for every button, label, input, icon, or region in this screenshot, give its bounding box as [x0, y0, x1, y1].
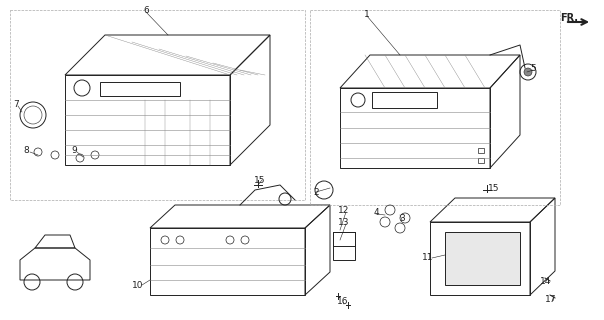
Bar [372, 92, 437, 108]
Text: 6: 6 [143, 5, 149, 14]
Text: 9: 9 [71, 146, 77, 155]
Text: 2: 2 [313, 188, 319, 196]
Bar [478, 158, 484, 163]
Text: 13: 13 [338, 218, 350, 227]
Text: 10: 10 [132, 281, 144, 290]
Text: 17: 17 [545, 295, 557, 305]
Bar [310, 10, 560, 205]
Text: 14: 14 [541, 277, 551, 286]
Polygon shape [445, 232, 520, 285]
Text: 5: 5 [530, 63, 536, 73]
Bar [100, 82, 180, 96]
Text: 8: 8 [23, 146, 29, 155]
Text: 7: 7 [13, 100, 19, 108]
Text: 1: 1 [364, 10, 370, 19]
Text: 15: 15 [488, 183, 500, 193]
Text: 11: 11 [422, 253, 434, 262]
Bar [333, 232, 355, 260]
Text: 3: 3 [399, 213, 405, 222]
Bar [10, 10, 305, 200]
Bar [478, 148, 484, 153]
Text: 16: 16 [337, 298, 349, 307]
Text: 4: 4 [373, 207, 379, 217]
Text: 12: 12 [338, 205, 350, 214]
Text: 15: 15 [254, 175, 266, 185]
Circle shape [524, 68, 532, 76]
Text: FR.: FR. [560, 13, 578, 23]
Bar [333, 232, 355, 246]
